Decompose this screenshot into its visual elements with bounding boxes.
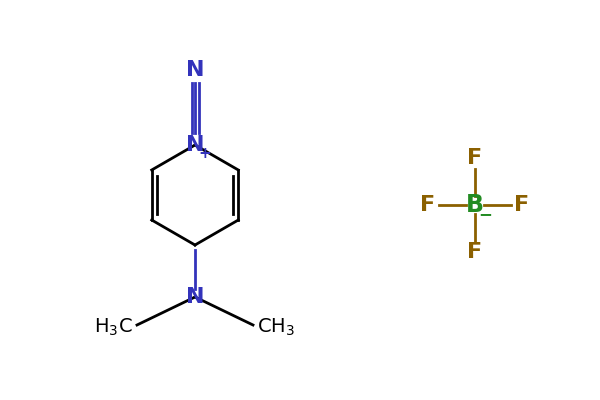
Text: N: N	[186, 60, 204, 80]
Text: F: F	[421, 195, 436, 215]
Text: CH$_3$: CH$_3$	[257, 316, 295, 338]
Text: B: B	[466, 193, 484, 217]
Text: F: F	[514, 195, 530, 215]
Text: N: N	[186, 287, 204, 307]
Text: N: N	[186, 135, 204, 155]
Text: −: −	[478, 205, 492, 223]
Text: F: F	[467, 242, 482, 262]
Text: F: F	[467, 148, 482, 168]
Text: H$_3$C: H$_3$C	[94, 316, 133, 338]
Text: +: +	[199, 146, 211, 160]
